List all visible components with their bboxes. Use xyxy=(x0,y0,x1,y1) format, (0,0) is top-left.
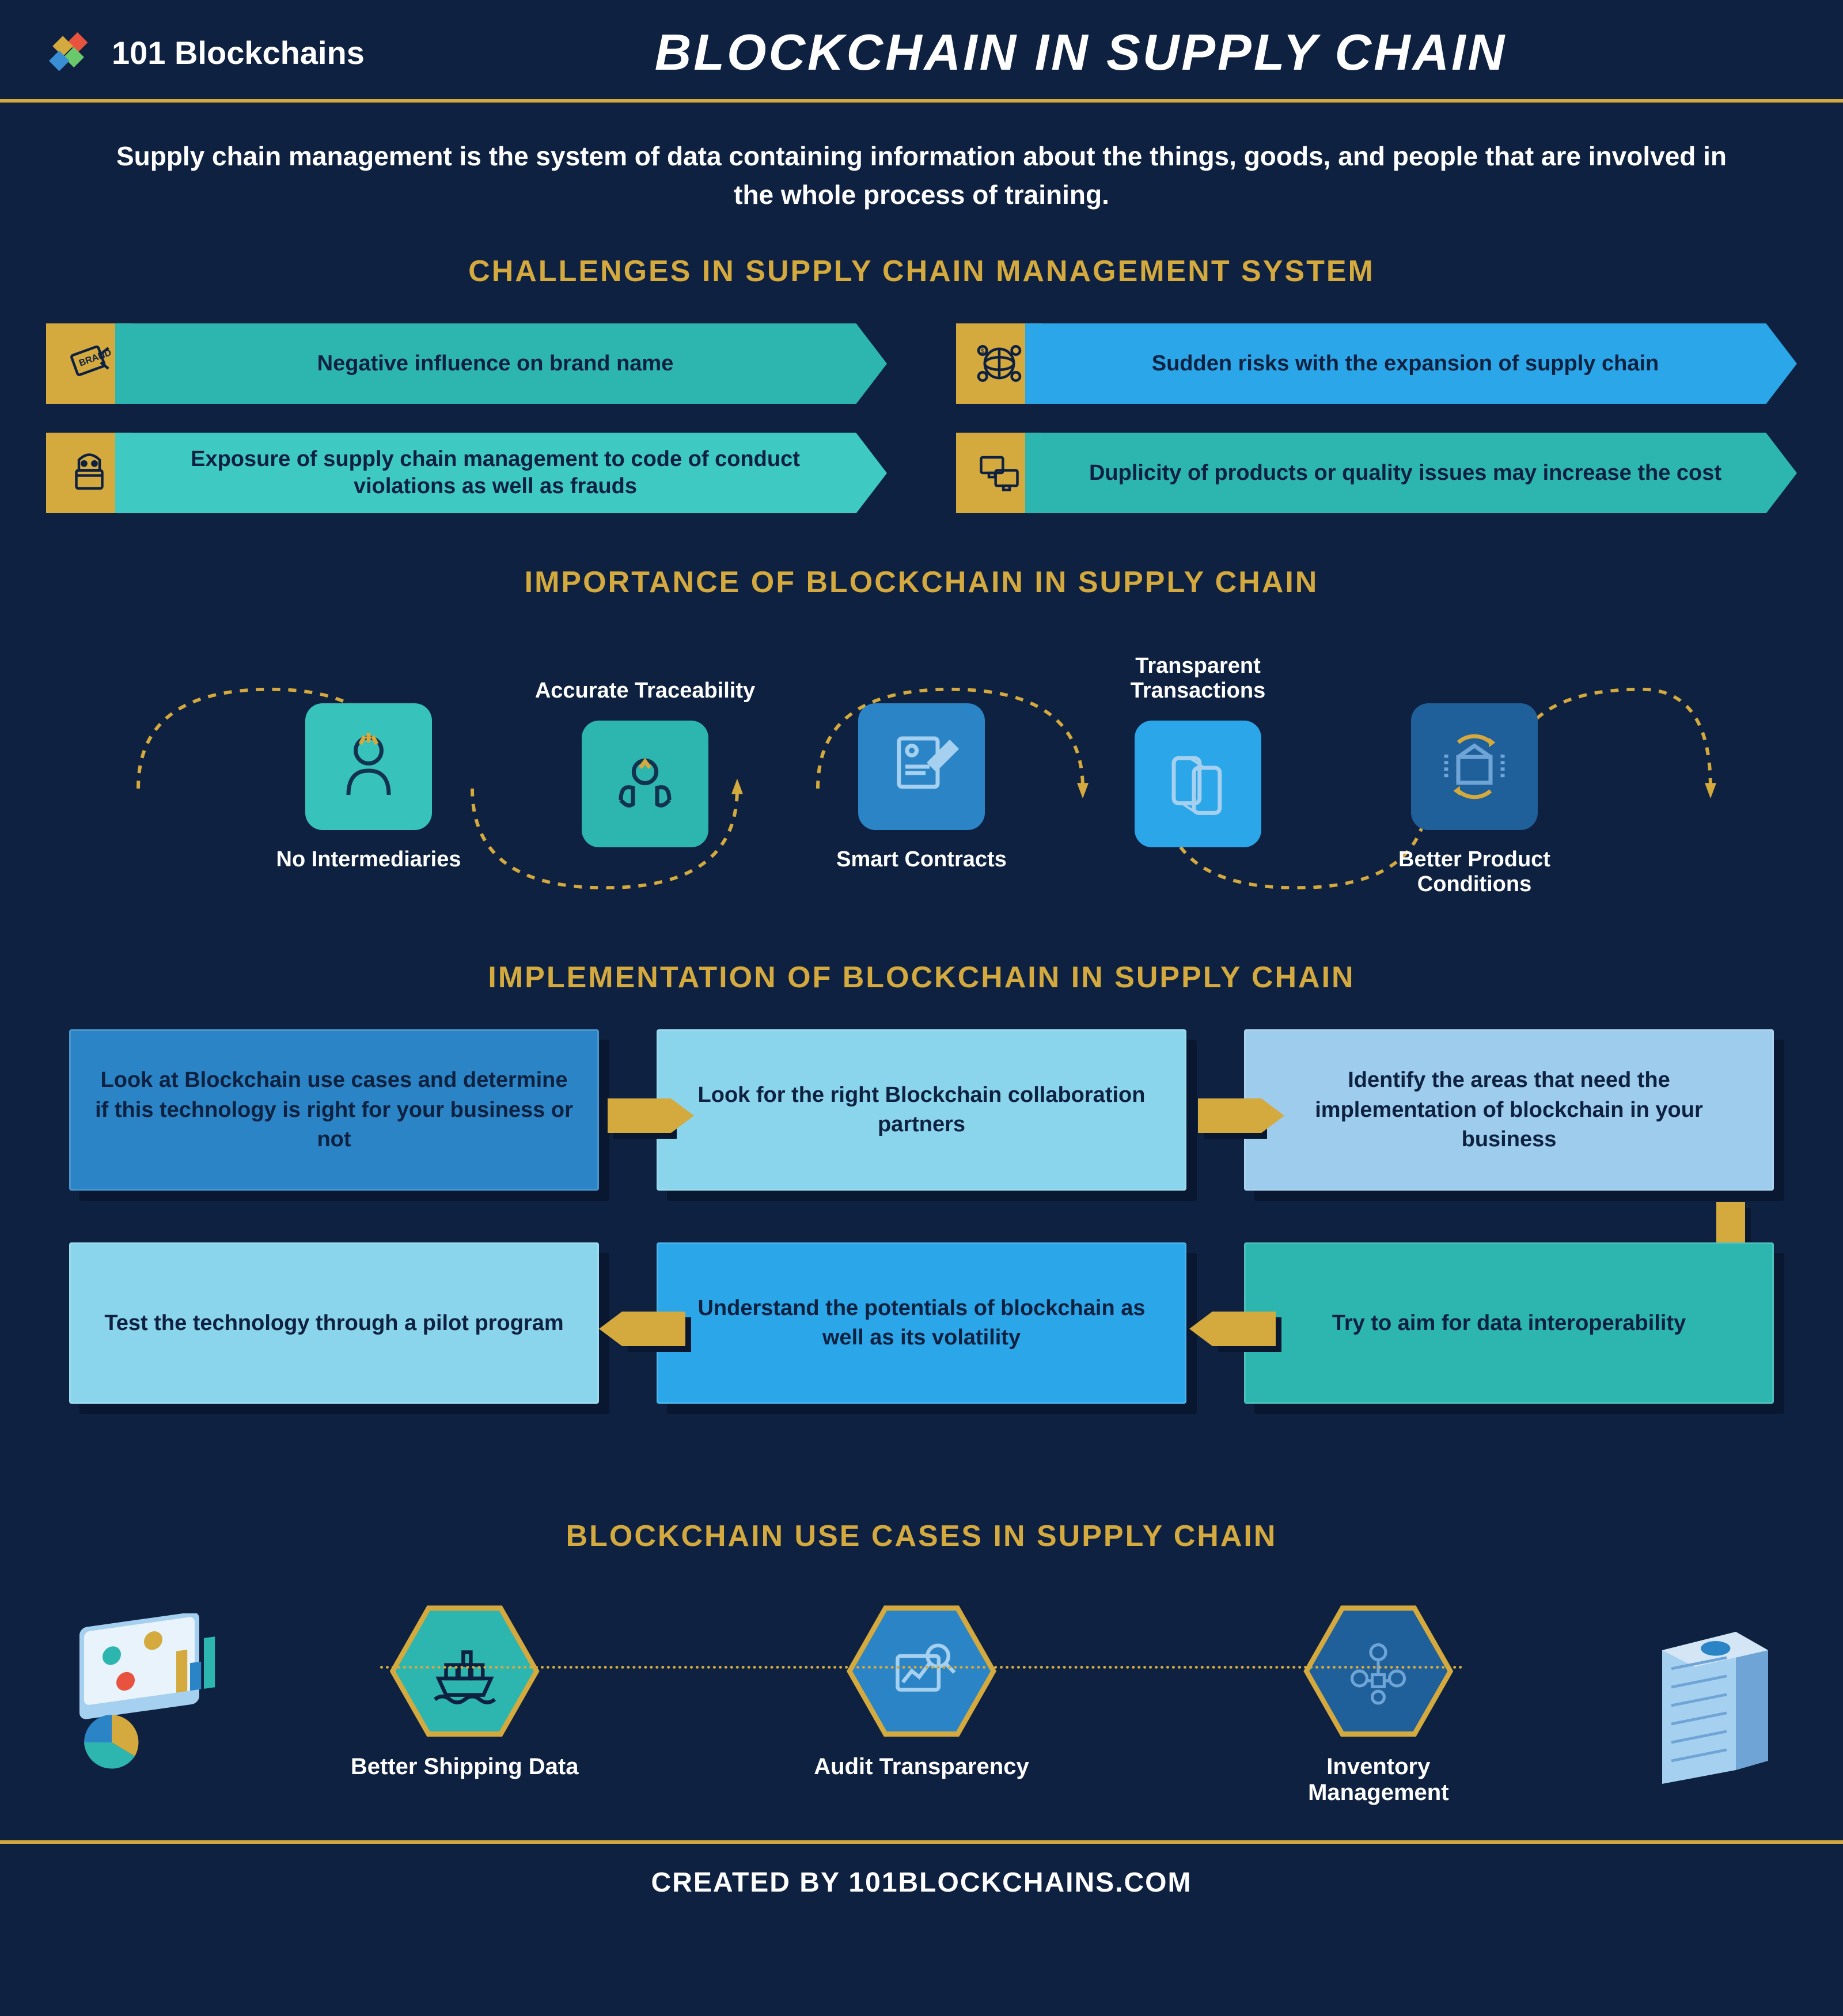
challenge-text: Sudden risks with the expansion of suppl… xyxy=(1025,323,1797,404)
usecase-item: Inventory Management xyxy=(1263,1605,1493,1806)
challenges-title: CHALLENGES IN SUPPLY CHAIN MANAGEMENT SY… xyxy=(0,254,1843,289)
main-title: BLOCKCHAIN IN SUPPLY CHAIN xyxy=(365,23,1797,82)
header: 101 Blockchains BLOCKCHAIN IN SUPPLY CHA… xyxy=(0,0,1843,103)
intro-text: Supply chain management is the system of… xyxy=(0,103,1843,237)
usecases-row: Better Shipping Data Audit Transparency … xyxy=(0,1588,1843,1840)
impl-step: Understand the potentials of blockchain … xyxy=(657,1242,1186,1404)
importance-label: Smart Contracts xyxy=(836,847,1007,872)
building-icon xyxy=(1607,1613,1791,1798)
impl-step: Look for the right Blockchain collaborat… xyxy=(657,1029,1186,1191)
importance-title: IMPORTANCE OF BLOCKCHAIN IN SUPPLY CHAIN xyxy=(0,565,1843,600)
inventory-icon xyxy=(1309,1610,1447,1731)
importance-item: Smart Contracts xyxy=(801,646,1042,897)
connector-dots xyxy=(380,1666,1463,1669)
arrow-icon xyxy=(1212,1312,1276,1346)
usecase-label: Inventory Management xyxy=(1263,1754,1493,1806)
importance-row: No Intermediaries Accurate Traceability … xyxy=(0,634,1843,943)
challenge-text: Duplicity of products or quality issues … xyxy=(1025,433,1797,513)
implementation-title: IMPLEMENTATION OF BLOCKCHAIN IN SUPPLY C… xyxy=(0,960,1843,995)
importance-item: Better Product Conditions xyxy=(1353,646,1595,897)
challenges-grid: BRAND Negative influence on brand name $… xyxy=(0,323,1843,548)
arrow-icon xyxy=(622,1312,685,1346)
challenge-item: Duplicity of products or quality issues … xyxy=(956,433,1797,513)
arrow-icon xyxy=(608,1098,671,1133)
impl-step: Test the technology through a pilot prog… xyxy=(69,1242,599,1404)
impl-step: Look at Blockchain use cases and determi… xyxy=(69,1029,599,1191)
importance-label: Accurate Traceability xyxy=(535,646,755,703)
package-icon xyxy=(1411,703,1538,830)
person-icon xyxy=(305,703,432,830)
importance-item: No Intermediaries xyxy=(248,646,490,897)
contract-icon xyxy=(858,703,985,830)
usecases-title: BLOCKCHAIN USE CASES IN SUPPLY CHAIN xyxy=(0,1519,1843,1553)
logo: 101 Blockchains xyxy=(46,26,365,78)
hands-icon xyxy=(582,721,708,847)
importance-label: Better Product Conditions xyxy=(1353,847,1595,897)
importance-item: Accurate Traceability xyxy=(524,646,766,897)
footer-text: CREATED BY 101BLOCKCHAINS.COM xyxy=(0,1840,1843,1922)
usecase-label: Better Shipping Data xyxy=(351,1754,579,1780)
challenge-text: Negative influence on brand name xyxy=(115,323,887,404)
phones-icon xyxy=(1135,721,1261,847)
logo-icon xyxy=(46,26,98,78)
challenge-item: BRAND Negative influence on brand name xyxy=(46,323,887,404)
usecase-label: Audit Transparency xyxy=(814,1754,1029,1780)
usecase-item: Better Shipping Data xyxy=(350,1605,580,1806)
importance-item: Transparent Transactions xyxy=(1077,646,1319,897)
logo-text: 101 Blockchains xyxy=(112,34,365,71)
impl-step: Identify the areas that need the impleme… xyxy=(1244,1029,1774,1191)
svg-text:$: $ xyxy=(981,348,984,355)
usecase-item: Audit Transparency xyxy=(806,1605,1037,1806)
ship-icon xyxy=(396,1610,534,1731)
importance-label: Transparent Transactions xyxy=(1077,646,1319,703)
dashboard-icon xyxy=(52,1613,236,1798)
impl-step: Try to aim for data interoperability xyxy=(1244,1242,1774,1404)
audit-icon xyxy=(852,1610,991,1731)
implementation-flow: Look at Blockchain use cases and determi… xyxy=(0,1029,1843,1502)
importance-label: No Intermediaries xyxy=(276,847,461,872)
challenge-item: Exposure of supply chain management to c… xyxy=(46,433,887,513)
challenge-item: $ Sudden risks with the expansion of sup… xyxy=(956,323,1797,404)
challenge-text: Exposure of supply chain management to c… xyxy=(115,433,887,513)
arrow-icon xyxy=(1198,1098,1261,1133)
